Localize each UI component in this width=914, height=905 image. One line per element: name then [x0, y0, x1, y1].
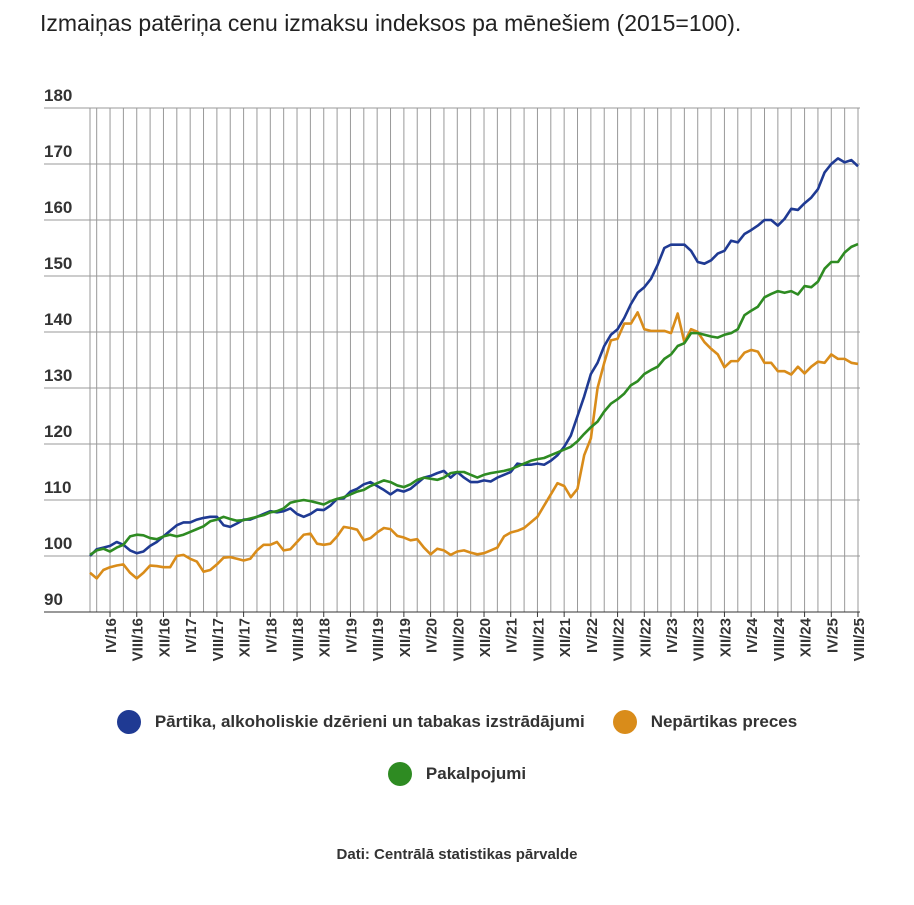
x-tick-label: XII/18	[317, 618, 334, 657]
x-tick-label: XII/17	[237, 618, 254, 657]
x-tick-label: IV/17	[183, 618, 200, 653]
y-tick-label: 150	[44, 254, 72, 273]
y-tick-label: 160	[44, 198, 72, 217]
x-tick-label: IV/23	[664, 618, 681, 653]
x-tick-label: IV/21	[504, 618, 521, 653]
legend: Pārtika, alkoholiskie dzērieni un tabaka…	[67, 710, 847, 786]
x-tick-label: VIII/16	[130, 618, 147, 661]
x-tick-label: XII/16	[156, 618, 173, 657]
legend-label: Pārtika, alkoholiskie dzērieni un tabaka…	[154, 712, 585, 731]
legend-swatch	[387, 762, 412, 786]
y-tick-label: 140	[44, 310, 72, 329]
legend-swatch	[612, 710, 637, 734]
x-tick-label: VIII/20	[450, 618, 467, 661]
x-tick-label: IV/24	[744, 617, 761, 653]
y-tick-label: 180	[44, 86, 72, 105]
x-tick-label: XII/24	[798, 617, 815, 657]
legend-label: Pakalpojumi	[425, 764, 527, 783]
x-tick-label: XII/23	[717, 618, 734, 657]
y-tick-label: 90	[44, 590, 63, 609]
y-tick-label: 120	[44, 422, 72, 441]
x-tick-label: VIII/23	[691, 618, 708, 661]
x-tick-label: IV/16	[103, 618, 120, 653]
x-tick-label: XII/20	[477, 618, 494, 657]
x-tick-label: XII/21	[557, 618, 574, 657]
source-note: Dati: Centrālā statistikas pārvalde	[336, 846, 578, 863]
x-tick-label: VIII/25	[851, 618, 868, 661]
x-tick-label: VIII/18	[290, 618, 307, 661]
y-tick-label: 130	[44, 366, 72, 385]
chart-title: Izmaiņas patēriņa cenu izmaksu indeksos …	[40, 10, 742, 36]
x-tick-label: XII/19	[397, 618, 414, 657]
series-line	[89, 157, 859, 557]
legend-item[interactable]: Pārtika, alkoholiskie dzērieni un tabaka…	[116, 710, 585, 734]
series-line	[89, 311, 859, 580]
x-tick-label: VIII/17	[210, 618, 227, 661]
x-tick-label: IV/20	[424, 618, 441, 653]
x-tick-label: IV/18	[263, 618, 280, 653]
x-tick-label: VIII/19	[370, 618, 387, 661]
x-tick-label: VIII/24	[771, 617, 788, 661]
x-tick-label: VIII/22	[611, 618, 628, 661]
legend-item[interactable]: Nepārtikas preces	[612, 710, 798, 734]
y-tick-label: 110	[44, 478, 71, 497]
y-tick-label: 170	[44, 142, 72, 161]
x-tick-label: IV/22	[584, 618, 601, 653]
x-tick-label: VIII/21	[530, 618, 547, 661]
legend-label: Nepārtikas preces	[650, 712, 798, 731]
legend-swatch	[116, 710, 141, 734]
series-line	[89, 242, 859, 556]
y-tick-label: 100	[44, 534, 72, 553]
legend-item[interactable]: Pakalpojumi	[387, 762, 527, 786]
chart: 90 100 110 120 130 140 150 160 170 180 IV/16 VIII/1…	[44, 86, 868, 661]
x-tick-label: IV/25	[824, 618, 841, 653]
x-tick-label: IV/19	[343, 618, 360, 653]
x-tick-label: XII/22	[637, 618, 654, 657]
